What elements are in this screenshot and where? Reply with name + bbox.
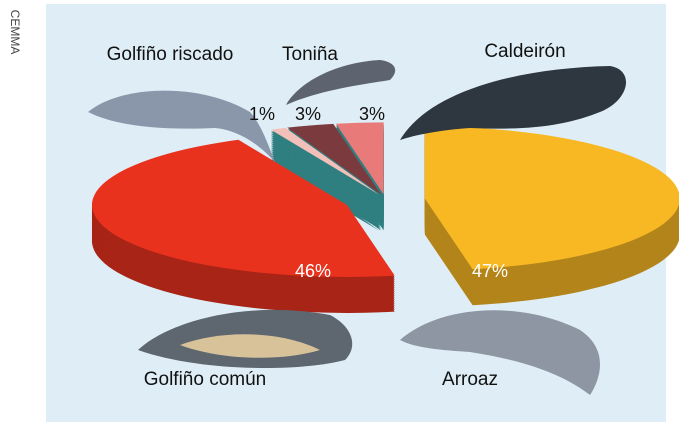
- category-label: Golfiño riscado: [107, 44, 234, 65]
- category-label: Golfiño común: [144, 369, 267, 390]
- value-label: 3%: [295, 104, 321, 124]
- value-label: 46%: [295, 261, 331, 281]
- chart: CEMMA 47% Arroaz 46% Golfiño común 1% Golfiño…: [0, 0, 679, 425]
- value-label: 3%: [359, 104, 385, 124]
- category-label: Arroaz: [442, 369, 498, 390]
- value-label: 47%: [472, 261, 508, 281]
- credit: CEMMA: [8, 10, 22, 55]
- value-label: 1%: [249, 104, 275, 124]
- category-label: Toniña: [282, 44, 338, 65]
- category-label: Caldeirón: [484, 41, 565, 62]
